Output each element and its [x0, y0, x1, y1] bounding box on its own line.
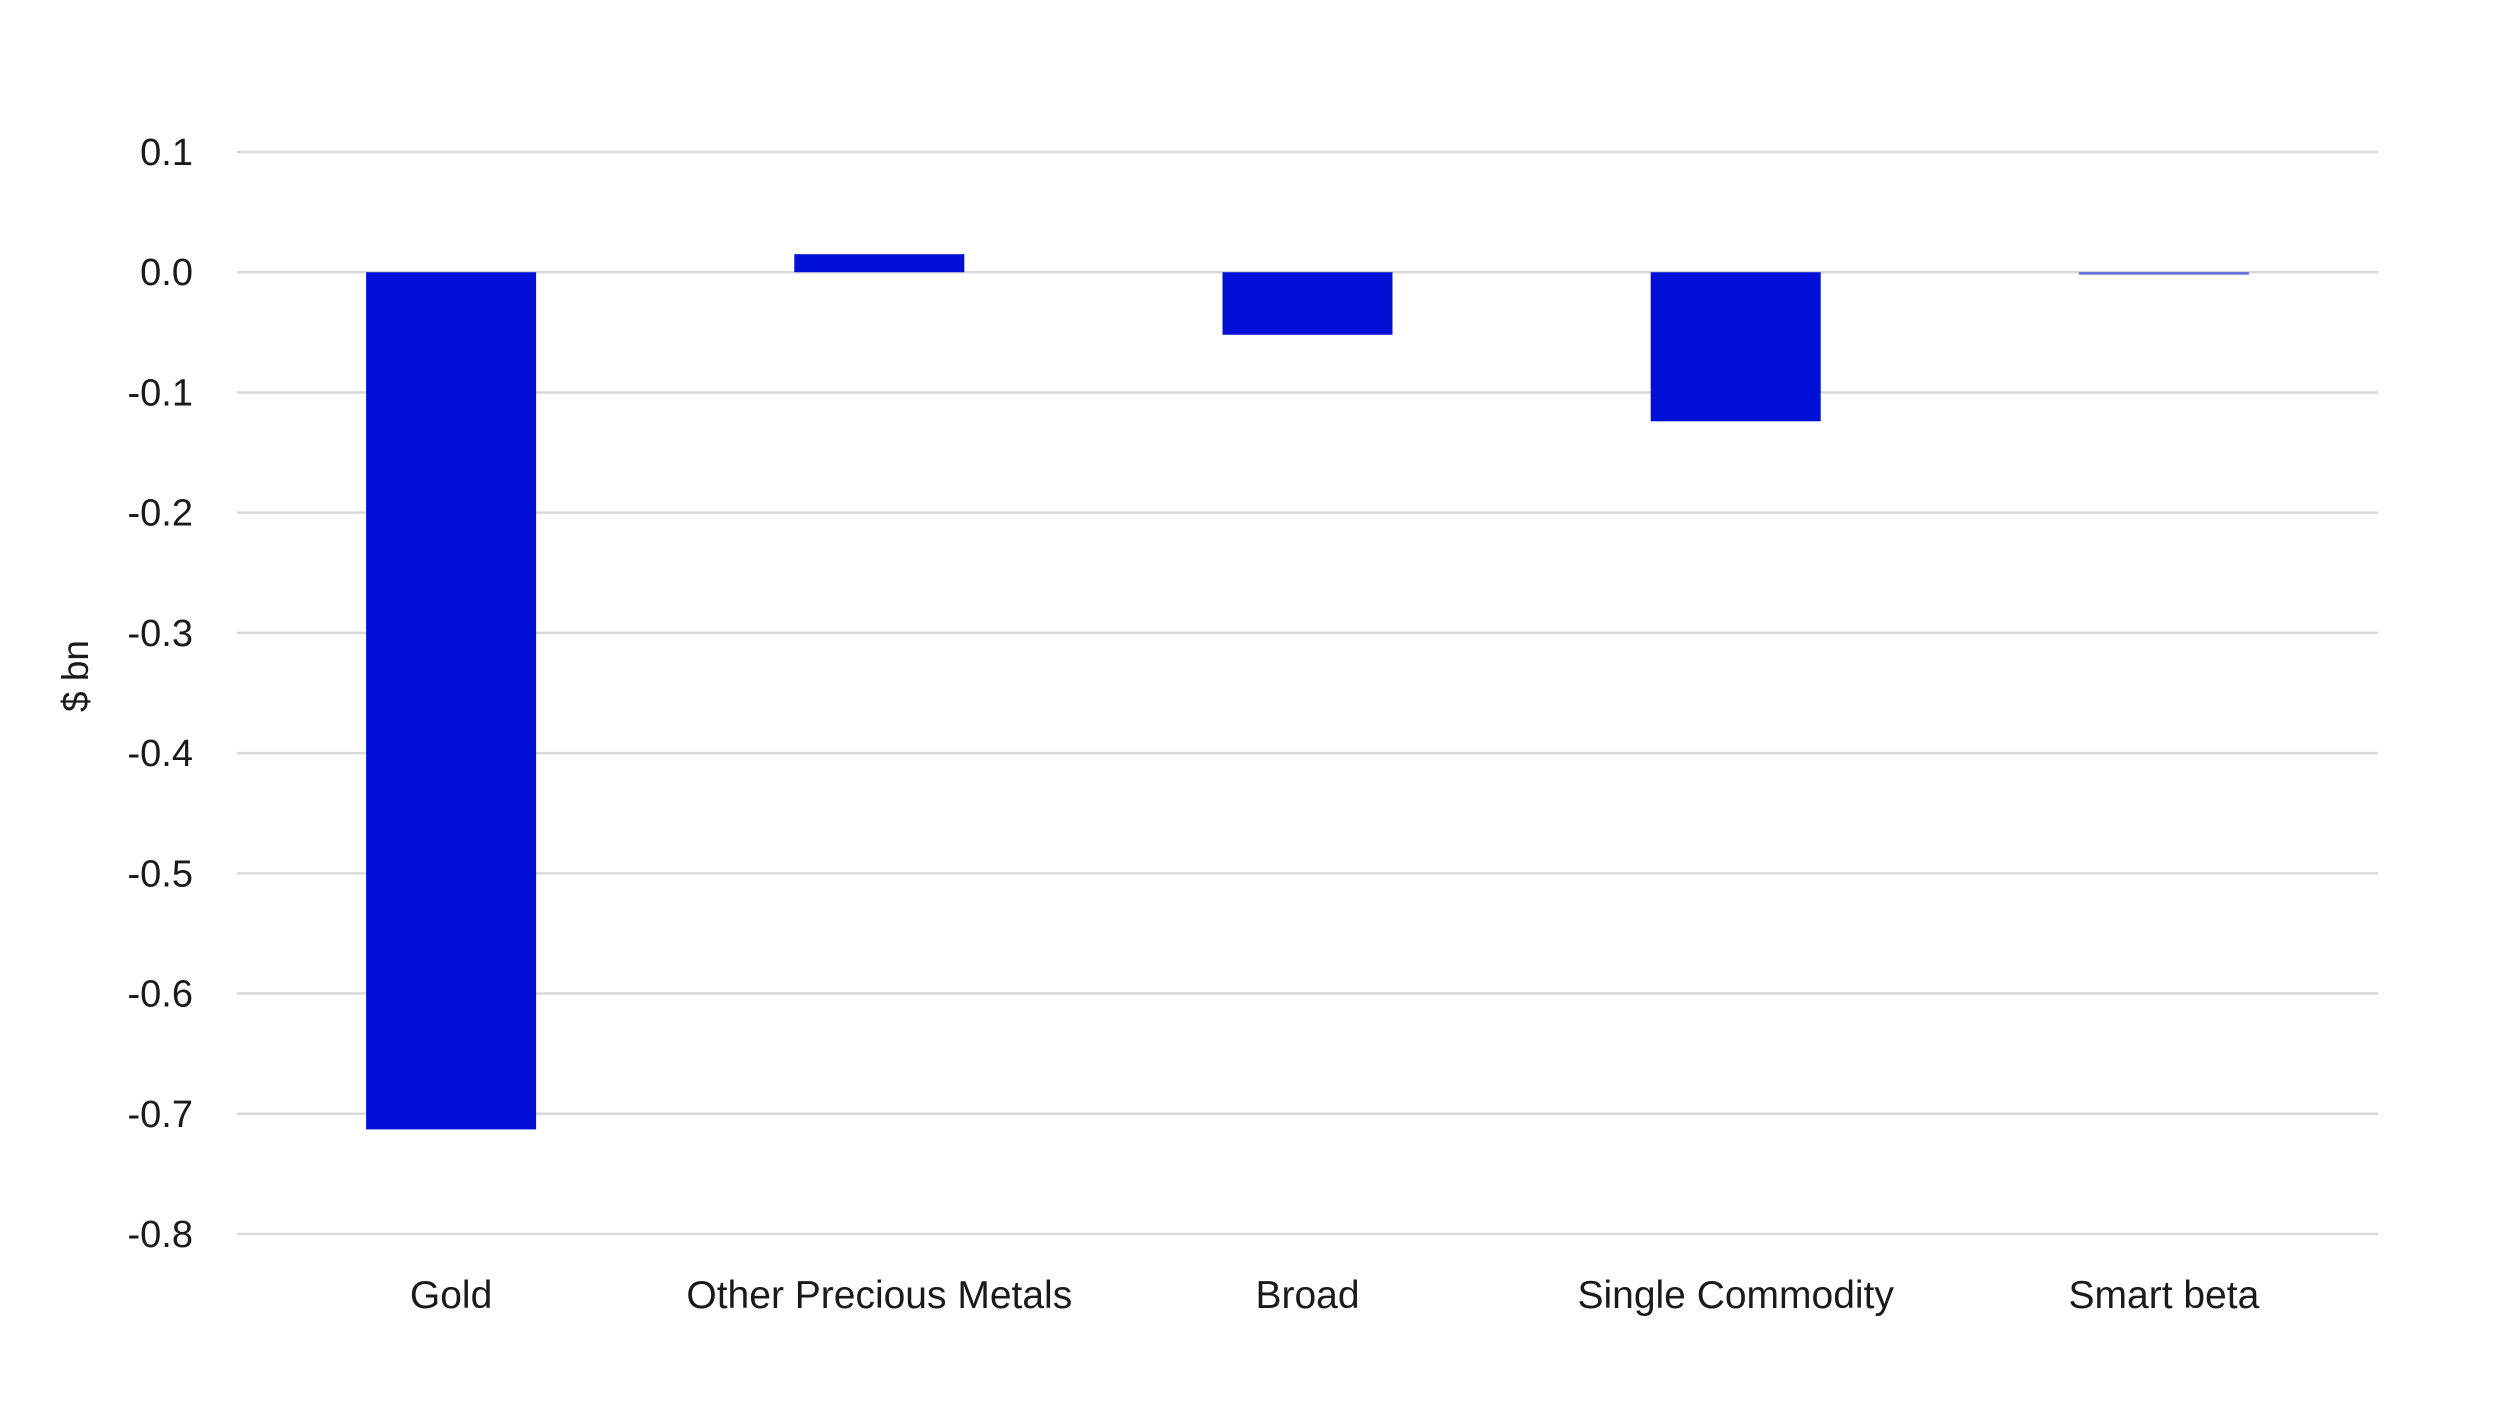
y-axis-title: $ bn — [55, 640, 96, 712]
bar-other-precious-metals — [794, 254, 965, 273]
x-category-label: Other Precious Metals — [686, 1274, 1072, 1317]
y-tick-label: -0.5 — [128, 853, 193, 895]
y-axis-ticks: 0.1 0.0 -0.1 -0.2 -0.3 -0.4 -0.5 -0.6 -0.7 -0.8 — [128, 132, 193, 1256]
x-category-label: Smart beta — [2069, 1274, 2260, 1317]
y-tick-label: -0.4 — [128, 733, 193, 775]
x-axis-categories: Gold Other Precious Metals Broad Single Com… — [410, 1274, 2260, 1317]
x-category-label: Broad — [1255, 1274, 1359, 1317]
bar-single-commodity — [1650, 272, 1821, 422]
bar-gold — [366, 272, 537, 1130]
y-tick-label: -0.7 — [128, 1094, 193, 1136]
bar-broad — [1222, 272, 1393, 335]
x-category-label: Gold — [410, 1274, 492, 1317]
bars — [366, 254, 2249, 1130]
gridlines — [237, 150, 2378, 1236]
y-tick-label: -0.1 — [128, 372, 193, 414]
y-tick-label: 0.0 — [140, 252, 193, 294]
x-category-label: Single Commodity — [1577, 1274, 1894, 1317]
y-tick-label: -0.8 — [128, 1214, 193, 1256]
y-tick-label: -0.3 — [128, 613, 193, 655]
y-tick-label: -0.2 — [128, 493, 193, 535]
y-tick-label: 0.1 — [140, 132, 193, 174]
y-tick-label: -0.6 — [128, 974, 193, 1016]
bar-smart-beta — [2078, 272, 2249, 275]
